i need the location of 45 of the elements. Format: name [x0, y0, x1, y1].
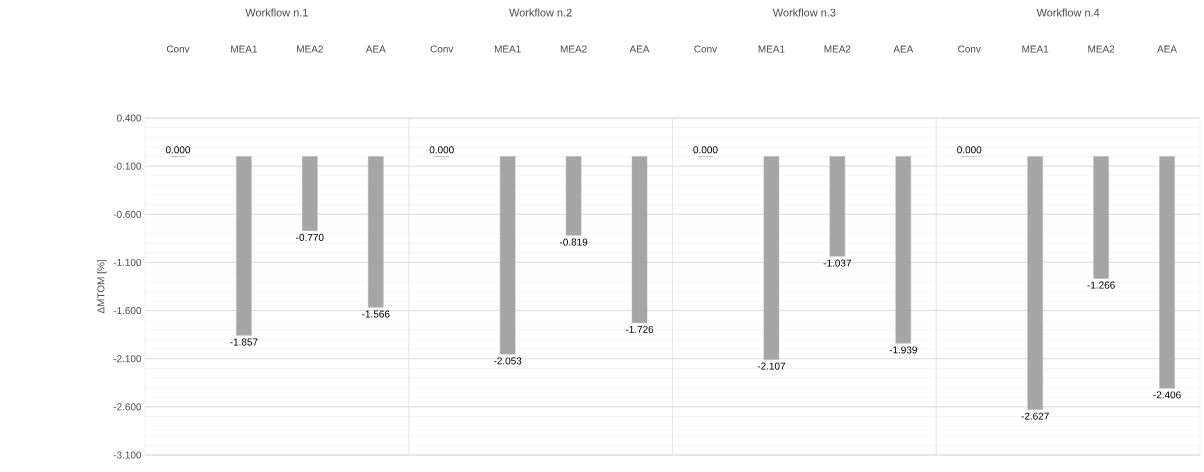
x-tick-label: MEA2 — [824, 45, 851, 53]
y-axis-title: ΔMTOM [%] — [97, 260, 107, 314]
data-label: -1.266 — [1087, 281, 1115, 289]
data-label: -2.627 — [1021, 412, 1049, 420]
data-label: -1.857 — [230, 338, 258, 346]
data-label: -0.819 — [559, 238, 588, 246]
x-tick-label: MEA2 — [297, 45, 323, 53]
data-label: -0.770 — [296, 233, 324, 241]
y-tick-label: -2.600 — [113, 403, 142, 411]
y-tick-label: -0.600 — [113, 210, 142, 218]
x-tick-label: AEA — [365, 45, 386, 53]
data-label: 0.000 — [693, 146, 718, 154]
y-tick-label: -2.100 — [113, 355, 142, 363]
x-tick-label: AEA — [893, 45, 914, 53]
y-tick-label: -3.100 — [113, 451, 142, 459]
x-tick-label: AEA — [1157, 45, 1177, 53]
x-tick-label: Conv — [430, 45, 454, 53]
y-tick-label: -0.100 — [113, 162, 142, 170]
x-tick-label: MEA1 — [231, 45, 257, 53]
chart-title: Workflow n.1 — [245, 8, 308, 17]
y-tick-label: 0.400 — [116, 114, 142, 122]
x-tick-label: MEA2 — [560, 45, 587, 53]
y-tick-label: -1.600 — [113, 307, 142, 315]
data-label: 0.000 — [429, 146, 454, 154]
x-tick-label: Conv — [694, 45, 718, 53]
data-label: -2.406 — [1153, 391, 1181, 399]
chart-title: Workflow n.3 — [772, 8, 836, 17]
chart-title: Workflow n.2 — [509, 8, 572, 17]
data-label: -2.053 — [493, 357, 522, 365]
x-tick-label: MEA1 — [758, 45, 785, 53]
x-tick-label: AEA — [629, 45, 650, 53]
x-tick-label: MEA2 — [1088, 45, 1115, 53]
data-label: -1.939 — [889, 346, 917, 354]
chart-title: Workflow n.4 — [1036, 8, 1100, 17]
data-label: -1.726 — [625, 325, 654, 333]
data-label: -2.107 — [757, 362, 786, 370]
data-label: -1.037 — [823, 259, 851, 267]
x-tick-label: Conv — [958, 45, 981, 53]
data-label: 0.000 — [957, 146, 982, 154]
x-tick-label: MEA1 — [494, 45, 521, 53]
x-tick-label: MEA1 — [1022, 45, 1049, 53]
data-label: -1.566 — [362, 310, 390, 318]
data-label: 0.000 — [165, 146, 191, 154]
y-tick-label: -1.100 — [113, 258, 142, 266]
x-tick-label: Conv — [166, 45, 190, 53]
